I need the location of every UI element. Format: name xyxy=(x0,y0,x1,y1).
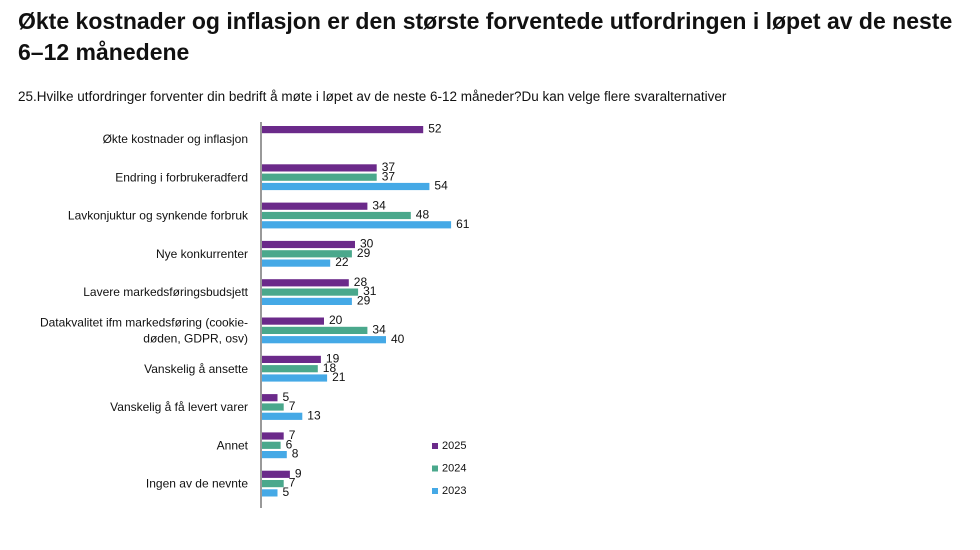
legend-label-2023: 2023 xyxy=(442,485,466,497)
value-label-2025-1: 37 xyxy=(382,160,396,174)
value-label-2023-3: 22 xyxy=(335,255,349,269)
category-label-4: Lavere markedsføringsbudsjett xyxy=(83,285,248,299)
bar-2023-5 xyxy=(262,336,386,344)
bar-2024-8 xyxy=(262,441,281,449)
value-label-2025-2: 34 xyxy=(372,198,386,212)
bar-2025-4 xyxy=(262,279,349,287)
value-label-2024-6: 18 xyxy=(323,361,337,375)
bars-layer xyxy=(262,126,452,497)
value-label-2024-4: 31 xyxy=(363,284,377,298)
category-label-1: Endring i forbrukeradferd xyxy=(115,170,248,184)
bar-2023-2 xyxy=(262,221,452,229)
bar-2024-5 xyxy=(262,326,368,334)
value-label-2023-6: 21 xyxy=(332,370,346,384)
value-label-2024-2: 48 xyxy=(416,208,430,222)
category-label-0: Økte kostnader og inflasjon xyxy=(103,132,248,146)
bar-2024-9 xyxy=(262,480,284,488)
legend-swatch-2023 xyxy=(432,488,438,494)
bar-2025-0 xyxy=(262,126,424,134)
value-label-2025-9: 9 xyxy=(295,466,302,480)
bar-2023-7 xyxy=(262,412,303,420)
bar-2023-8 xyxy=(262,451,287,459)
bar-2023-4 xyxy=(262,297,352,305)
legend-label-2024: 2024 xyxy=(442,463,466,475)
bar-2025-5 xyxy=(262,317,324,325)
value-label-2024-5: 34 xyxy=(372,323,386,337)
legend-label-2025: 2025 xyxy=(442,440,466,452)
category-label-8: Annet xyxy=(217,438,249,452)
bar-2024-2 xyxy=(262,211,411,220)
value-label-2024-3: 29 xyxy=(357,246,371,260)
value-label-2025-0: 52 xyxy=(428,122,442,136)
value-label-2023-1: 54 xyxy=(434,179,448,193)
value-label-2025-8: 7 xyxy=(289,428,296,442)
value-label-2023-2: 61 xyxy=(456,217,470,231)
page-title: Økte kostnader og inflasjon er den størs… xyxy=(18,8,953,65)
legend: 2025 2024 2023 xyxy=(432,440,466,497)
bar-2023-3 xyxy=(262,259,331,267)
value-label-2024-1: 37 xyxy=(382,169,396,183)
bar-2024-6 xyxy=(262,365,318,373)
value-label-2023-5: 40 xyxy=(391,332,405,346)
category-label-3: Nye konkurrenter xyxy=(156,247,248,261)
value-label-2025-5: 20 xyxy=(329,313,343,327)
value-label-2025-6: 19 xyxy=(326,352,340,366)
category-label-2: Lavkonjuktur og synkende forbruk xyxy=(68,209,249,223)
value-label-2024-9: 7 xyxy=(289,476,296,490)
bar-2025-1 xyxy=(262,164,377,172)
bar-2025-9 xyxy=(262,470,290,478)
bar-2023-6 xyxy=(262,374,328,382)
survey-question: 25.Hvilke utfordringer forventer din bed… xyxy=(18,89,727,104)
bar-2025-3 xyxy=(262,240,355,249)
bar-2024-4 xyxy=(262,288,359,296)
value-label-2025-3: 30 xyxy=(360,237,374,251)
value-label-2023-7: 13 xyxy=(307,408,321,422)
category-label-6: Vanskelig å ansette xyxy=(144,362,248,376)
value-label-2023-8: 8 xyxy=(292,447,299,461)
bar-2024-3 xyxy=(262,250,352,258)
value-label-2025-7: 5 xyxy=(283,390,290,404)
bar-2025-8 xyxy=(262,432,284,440)
bar-2025-7 xyxy=(262,394,278,402)
bar-2024-1 xyxy=(262,173,377,181)
legend-swatch-2025 xyxy=(432,443,438,449)
value-label-2023-4: 29 xyxy=(357,294,371,308)
bar-2023-9 xyxy=(262,489,278,497)
category-label-7: Vanskelig å få levert varer xyxy=(110,400,248,414)
category-label-5: Datakvalitet ifm markedsføring (cookie- xyxy=(40,316,248,330)
category-label-5: døden, GDPR, osv) xyxy=(143,332,248,346)
category-label-9: Ingen av de nevnte xyxy=(146,477,248,491)
bar-2025-6 xyxy=(262,355,321,363)
value-label-2025-4: 28 xyxy=(354,275,368,289)
bar-2024-7 xyxy=(262,403,284,411)
value-label-2024-7: 7 xyxy=(289,399,296,413)
legend-swatch-2024 xyxy=(432,465,438,472)
value-label-2023-9: 5 xyxy=(283,485,290,499)
bar-2023-1 xyxy=(262,182,430,191)
bar-2025-2 xyxy=(262,202,368,210)
value-label-2024-8: 6 xyxy=(286,437,293,451)
